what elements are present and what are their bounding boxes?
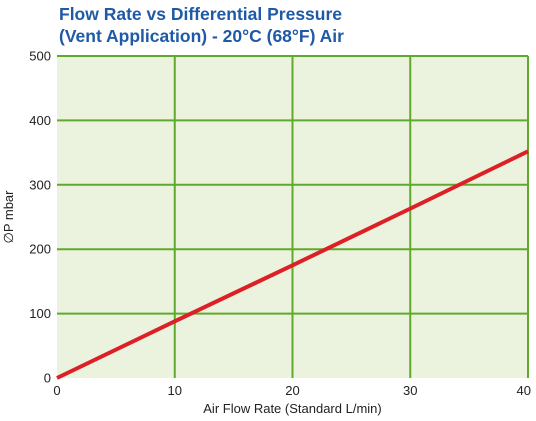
chart-title-line-1: Flow Rate vs Differential Pressure [59,4,343,24]
y-tick-label: 300 [29,177,51,192]
x-tick-label: 20 [285,383,299,398]
data-series [56,149,529,380]
chart-title: Flow Rate vs Differential Pressure (Vent… [59,3,344,47]
x-axis-label: Air Flow Rate (Standard L/min) [203,401,381,416]
y-tick-label: 200 [29,242,51,257]
x-tick-label: 30 [403,383,417,398]
y-tick-label: 0 [44,371,51,386]
y-axis-label: ∅P mbar [1,190,16,244]
chart-title-line-2: (Vent Application) - 20°C (68°F) Air [59,26,344,46]
y-tick-label: 100 [29,306,51,321]
x-tick-label: 0 [53,383,60,398]
grid-lines [57,55,529,378]
y-tick-label: 400 [29,113,51,128]
x-tick-label: 40 [517,383,531,398]
x-tick-label: 10 [168,383,182,398]
y-tick-label: 500 [29,49,51,64]
tick-labels: 0 100 200 300 400 500 0 10 20 30 40 [29,49,531,399]
series-line-0 [56,149,529,380]
